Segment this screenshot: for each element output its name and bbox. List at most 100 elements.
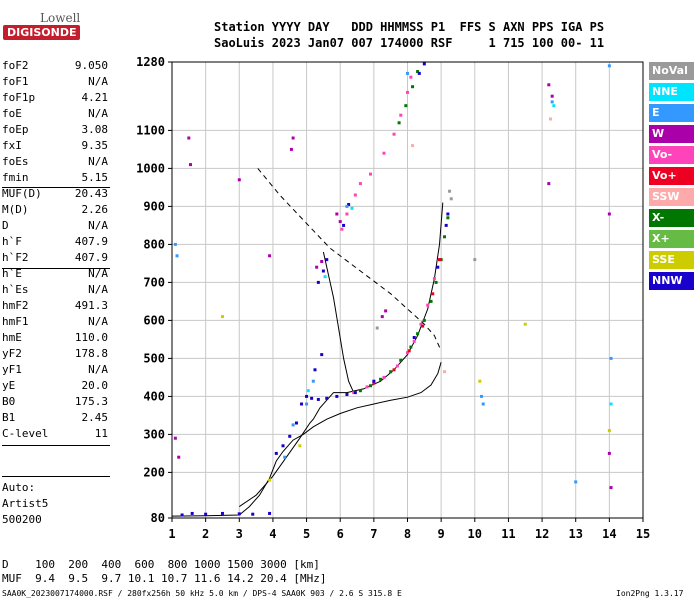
y-tick-label: 400: [143, 389, 165, 403]
legend-item: NoVal: [649, 62, 694, 80]
param-value: 3.08: [81, 123, 109, 136]
echo-point: [375, 326, 379, 330]
echo-point: [274, 451, 278, 455]
scaled-parameters: foF2 9.050 foF1 N/A foF1p 4.21 foE N/A foEp 3.08 f…: [2, 58, 108, 442]
echo-point: [291, 423, 295, 427]
param-name: fxI: [2, 139, 22, 152]
param-row: foE N/A: [2, 106, 108, 122]
echo-point: [300, 402, 304, 406]
echo-point: [411, 85, 415, 89]
param-value: 175.3: [74, 395, 108, 408]
autoscale-version: 500200: [2, 513, 42, 526]
echo-point: [190, 511, 194, 515]
params-divider-4: [2, 476, 110, 477]
echo-point: [338, 220, 342, 224]
muf-row: MUF 9.4 9.5 9.7 10.1 10.7 11.6 14.2 20.4…: [2, 572, 327, 585]
param-value: N/A: [88, 315, 108, 328]
echo-point: [422, 62, 426, 66]
param-value: 178.8: [74, 347, 108, 360]
param-name: M(D): [2, 203, 29, 216]
echo-point: [382, 375, 386, 379]
param-name: B1: [2, 411, 16, 424]
echo-point: [478, 379, 482, 383]
param-name: yE: [2, 379, 16, 392]
echo-point: [404, 104, 408, 108]
echo-point: [347, 203, 351, 206]
param-name: hmE: [2, 331, 22, 344]
echo-point: [345, 212, 349, 216]
echo-point: [288, 434, 292, 438]
param-row: D N/A: [2, 218, 108, 234]
echo-point: [372, 379, 376, 383]
echo-point: [268, 254, 272, 258]
param-value: N/A: [88, 283, 108, 296]
x-tick-label: 7: [370, 527, 377, 541]
x-tick-label: 1: [168, 527, 175, 541]
y-tick-label: 1100: [136, 123, 165, 137]
echo-point: [358, 182, 362, 186]
param-name: h`F2: [2, 251, 29, 264]
echo-point: [547, 182, 551, 186]
echo-point: [431, 292, 435, 296]
autoscale-label: Auto:: [2, 481, 36, 494]
echo-point: [281, 444, 285, 448]
echo-point: [350, 206, 354, 210]
param-value: 20.43: [74, 187, 108, 200]
file-info: SAA0K_2023007174000.RSF / 280fx256h 50 k…: [2, 589, 402, 598]
echo-point: [220, 511, 224, 515]
header-row-1: Station YYYY DAY DDD HHMMSS P1 FFS S AXN…: [214, 20, 605, 34]
param-name: foEs: [2, 155, 29, 168]
param-row: yE 20.0: [2, 378, 108, 394]
param-name: foF1p: [2, 91, 36, 104]
legend-item: NNW: [649, 272, 694, 290]
echo-point: [237, 178, 241, 182]
echo-point: [422, 318, 426, 322]
echo-point: [311, 379, 315, 383]
y-tick-label: 1000: [136, 161, 165, 175]
echo-point: [406, 90, 409, 94]
echo-point: [429, 299, 433, 303]
echo-point: [268, 478, 272, 482]
param-value: 11: [94, 427, 108, 440]
param-name: C-level: [2, 427, 49, 440]
echo-point: [392, 368, 396, 372]
param-row: foEp 3.08: [2, 122, 108, 138]
x-tick-label: 15: [636, 527, 650, 541]
echo-point: [437, 258, 441, 262]
echo-point: [399, 358, 403, 362]
echo-point: [446, 216, 450, 220]
legend-item: X-: [649, 209, 694, 227]
echo-point: [412, 339, 416, 343]
param-name: yF1: [2, 363, 22, 376]
echo-point: [175, 254, 179, 258]
x-tick-label: 3: [236, 527, 243, 541]
echo-point: [609, 486, 613, 490]
param-value: N/A: [88, 75, 108, 88]
software-version: Ion2Png 1.3.17: [616, 589, 684, 598]
echo-point: [352, 391, 356, 395]
echo-point: [340, 227, 344, 231]
echo-point: [180, 513, 184, 517]
param-name: h`E: [2, 267, 22, 280]
x-tick-label: 12: [535, 527, 549, 541]
header-row-2: SaoLuis 2023 Jan07 007 174000 RSF 1 715 …: [214, 36, 605, 50]
echo-point: [417, 71, 421, 75]
echo-point: [412, 336, 416, 339]
chart-axes: 1 2 3 4 5 6 7 8 9 10 11 12 13 14 158020030040050060070…: [136, 55, 650, 541]
echo-point: [342, 223, 346, 227]
param-row: h`Es N/A: [2, 282, 108, 298]
echo-point: [416, 332, 420, 336]
echo-point: [434, 280, 438, 284]
echo-point: [315, 265, 319, 269]
legend-item: SSE: [649, 251, 694, 269]
echo-point: [446, 212, 450, 216]
echo-point: [268, 511, 272, 515]
echo-point: [384, 309, 388, 313]
legend-item: X+: [649, 230, 694, 248]
param-name: h`Es: [2, 283, 29, 296]
echo-point: [443, 235, 447, 239]
param-name: hmF1: [2, 315, 29, 328]
autoscale-info: Auto: Artist5 500200: [2, 480, 48, 528]
param-row: M(D) 2.26: [2, 202, 108, 218]
param-value: 20.0: [81, 379, 109, 392]
